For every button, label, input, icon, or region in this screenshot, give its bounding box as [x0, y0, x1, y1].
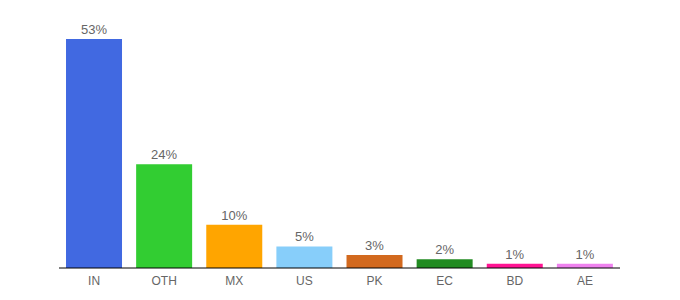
- svg-text:3%: 3%: [365, 238, 384, 253]
- svg-text:PK: PK: [367, 274, 383, 288]
- svg-text:BD: BD: [506, 274, 523, 288]
- svg-text:EC: EC: [436, 274, 453, 288]
- svg-text:AE: AE: [577, 274, 593, 288]
- svg-text:53%: 53%: [81, 22, 107, 37]
- svg-text:MX: MX: [225, 274, 243, 288]
- svg-text:10%: 10%: [221, 208, 247, 223]
- svg-text:OTH: OTH: [152, 274, 177, 288]
- svg-text:2%: 2%: [435, 242, 454, 257]
- svg-text:IN: IN: [88, 274, 100, 288]
- svg-text:1%: 1%: [575, 247, 594, 262]
- svg-text:1%: 1%: [505, 247, 524, 262]
- svg-text:5%: 5%: [295, 229, 314, 244]
- svg-text:US: US: [296, 274, 313, 288]
- svg-text:24%: 24%: [151, 147, 177, 162]
